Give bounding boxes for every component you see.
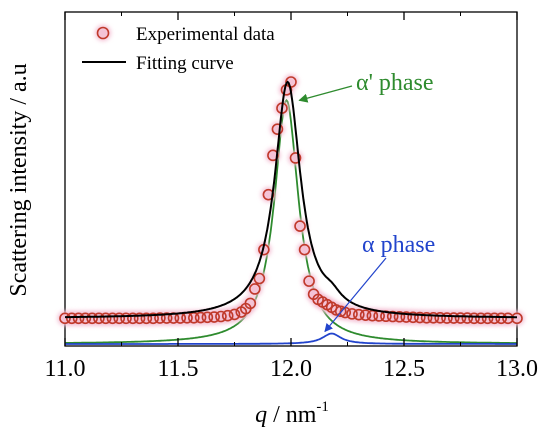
legend: Experimental data Fitting curve [82, 24, 275, 74]
data-point [160, 312, 173, 324]
data-point [420, 311, 433, 324]
data-point [400, 311, 413, 323]
alpha-label: α phase [362, 232, 435, 258]
data-point [140, 312, 153, 325]
data-point [427, 311, 440, 324]
x-axis-label-unit: / nm [267, 402, 317, 428]
data-point [511, 312, 523, 325]
data-point [434, 311, 446, 324]
data-point [285, 76, 297, 88]
x-tick-label: 13.0 [496, 356, 538, 382]
data-point [461, 312, 474, 324]
alpha-arrow [324, 257, 387, 333]
alpha-prime-label: α' phase [356, 70, 434, 96]
data-point [352, 308, 365, 321]
data-point [407, 311, 419, 324]
data-point [72, 312, 85, 325]
alpha-prime-arrow [298, 85, 353, 103]
alpha-prime-phase-line [65, 98, 517, 344]
data-point [215, 310, 227, 323]
data-point [99, 312, 112, 325]
data-point [468, 312, 480, 325]
data-point [386, 310, 399, 323]
x-axis: 11.0 11.5 12.0 12.5 13.0 [44, 12, 538, 382]
plot-frame [64, 11, 518, 347]
data-point [93, 312, 105, 325]
data-point [475, 312, 487, 325]
data-point [147, 312, 159, 325]
data-point [120, 312, 132, 325]
data-point [228, 308, 241, 321]
data-point [65, 312, 78, 325]
data-point [298, 243, 311, 256]
data-point [133, 312, 146, 325]
data-point [488, 312, 501, 325]
data-point [359, 309, 372, 321]
legend-marker-experimental-ring [96, 26, 110, 40]
y-axis-label: Scattering intensity / a.u [6, 63, 32, 296]
data-point [244, 297, 257, 310]
data-point [127, 312, 139, 325]
data-point [334, 305, 347, 318]
data-point [86, 312, 98, 325]
data-point [346, 308, 358, 320]
data-point [303, 275, 315, 287]
x-tick-label: 12.0 [270, 356, 312, 382]
data-point [113, 312, 126, 325]
x-tick-label: 12.5 [383, 356, 425, 382]
legend-label-experimental: Experimental data [136, 24, 275, 45]
x-tick-label: 11.5 [157, 356, 198, 382]
alpha-prime-phase-series [65, 98, 517, 344]
x-tick-label: 11.0 [44, 356, 85, 382]
data-point [441, 312, 453, 324]
fitting-curve-series [65, 80, 517, 319]
data-point [454, 312, 467, 324]
data-point [481, 312, 494, 325]
data-point [194, 311, 207, 324]
data-point [59, 312, 71, 325]
x-axis-label-var: q [255, 402, 267, 428]
data-point [221, 309, 234, 322]
experimental-data-series [57, 74, 525, 326]
data-point [188, 311, 200, 324]
data-point [208, 311, 220, 323]
data-point [253, 272, 266, 285]
data-point [249, 283, 261, 295]
data-point [294, 220, 306, 232]
x-axis-label-exp: -1 [316, 399, 329, 415]
data-point [79, 312, 92, 325]
data-point [201, 311, 214, 324]
data-point [393, 310, 406, 323]
data-point [414, 311, 426, 324]
data-point [502, 312, 514, 325]
data-point [106, 312, 119, 325]
fitting-curve-line [65, 80, 517, 319]
data-point [447, 312, 460, 324]
data-point [154, 312, 166, 324]
data-point [289, 152, 302, 164]
legend-label-fitting: Fitting curve [136, 53, 234, 74]
data-point [495, 312, 507, 325]
x-axis-label: q / nm-1 [255, 399, 329, 428]
annotations: α' phase α phase [298, 70, 435, 333]
data-point [271, 123, 284, 135]
